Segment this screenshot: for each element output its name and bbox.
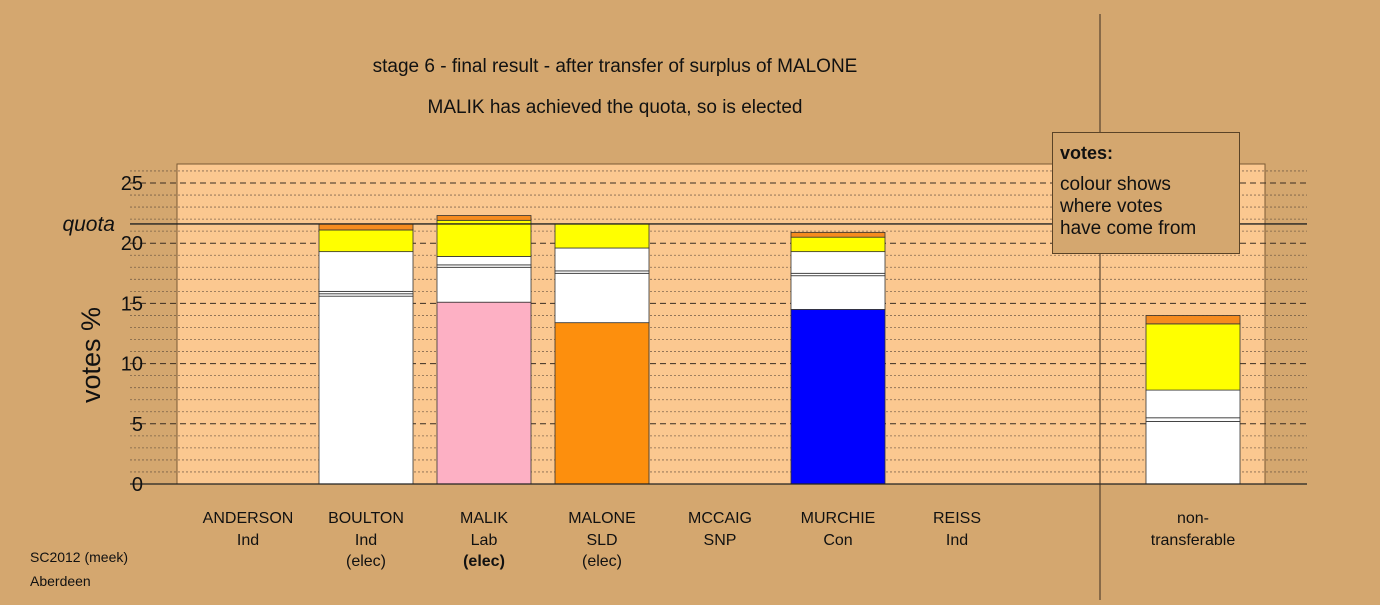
- category-name-label: non-: [1177, 510, 1209, 527]
- bar-segment: [554, 322, 650, 485]
- bar-segment: [790, 275, 886, 310]
- category-name-label: MALIK: [460, 510, 508, 527]
- category-name-label: ANDERSON: [203, 510, 294, 527]
- category-party-label: Con: [823, 532, 852, 549]
- category-status-label: (elec): [346, 553, 386, 570]
- category-party-label: Ind: [946, 532, 968, 549]
- legend-text: colour shows where votes have come from: [1060, 174, 1197, 239]
- y-tick-label: 10: [121, 354, 143, 376]
- category-party-label: Ind: [355, 532, 377, 549]
- bar-segment: [318, 295, 414, 485]
- bar-segment: [554, 247, 650, 272]
- y-tick-label: 15: [121, 293, 143, 315]
- category-party-label: SNP: [704, 532, 737, 549]
- bar-segment: [436, 266, 532, 303]
- bar-segment: [554, 223, 650, 249]
- category-party-label: Lab: [471, 532, 498, 549]
- y-tick-label: 25: [121, 173, 143, 195]
- category-status-label: (elec): [463, 553, 505, 570]
- legend-title: votes:: [1060, 143, 1114, 163]
- category-name-label: MCCAIG: [688, 510, 752, 527]
- bar-segment: [436, 301, 532, 485]
- chart-title: stage 6 - final result - after transfer …: [372, 56, 858, 77]
- bar-segment: [1145, 315, 1241, 325]
- bar-segment: [790, 251, 886, 274]
- category-name-label: MALONE: [568, 510, 636, 527]
- bar-segment: [790, 231, 886, 238]
- bar-segment: [318, 251, 414, 292]
- bar-segment: [790, 309, 886, 485]
- category-party-label: transferable: [1151, 532, 1236, 549]
- y-tick-label: 20: [121, 233, 143, 255]
- y-tick-label: 5: [132, 414, 143, 436]
- category-name-label: REISS: [933, 510, 981, 527]
- footer-source: SC2012 (meek): [30, 549, 129, 565]
- bar-segment: [318, 223, 414, 231]
- bar-segment: [1145, 323, 1241, 391]
- bar-segment: [436, 219, 532, 257]
- category-status-label: (elec): [582, 553, 622, 570]
- bar-segment: [436, 256, 532, 266]
- category-party-label: Ind: [237, 532, 259, 549]
- bar-segment: [318, 229, 414, 253]
- y-tick-label: 0: [132, 474, 143, 496]
- chart-subtitle: MALIK has achieved the quota, so is elec…: [427, 97, 803, 118]
- bar-segment: [1145, 389, 1241, 419]
- footer-ward: Aberdeen: [30, 573, 91, 589]
- category-name-label: BOULTON: [328, 510, 404, 527]
- bar-segment: [1145, 417, 1241, 422]
- bar-segment: [1145, 420, 1241, 485]
- category-party-label: SLD: [586, 532, 617, 549]
- y-axis-label: votes %: [76, 307, 106, 403]
- bar-segment: [554, 272, 650, 324]
- bar-segment: [790, 236, 886, 253]
- bar-segment: [436, 215, 532, 221]
- legend-box: votes: colour shows where votes have com…: [1052, 132, 1240, 254]
- category-name-label: MURCHIE: [801, 510, 876, 527]
- quota-label: quota: [62, 213, 115, 236]
